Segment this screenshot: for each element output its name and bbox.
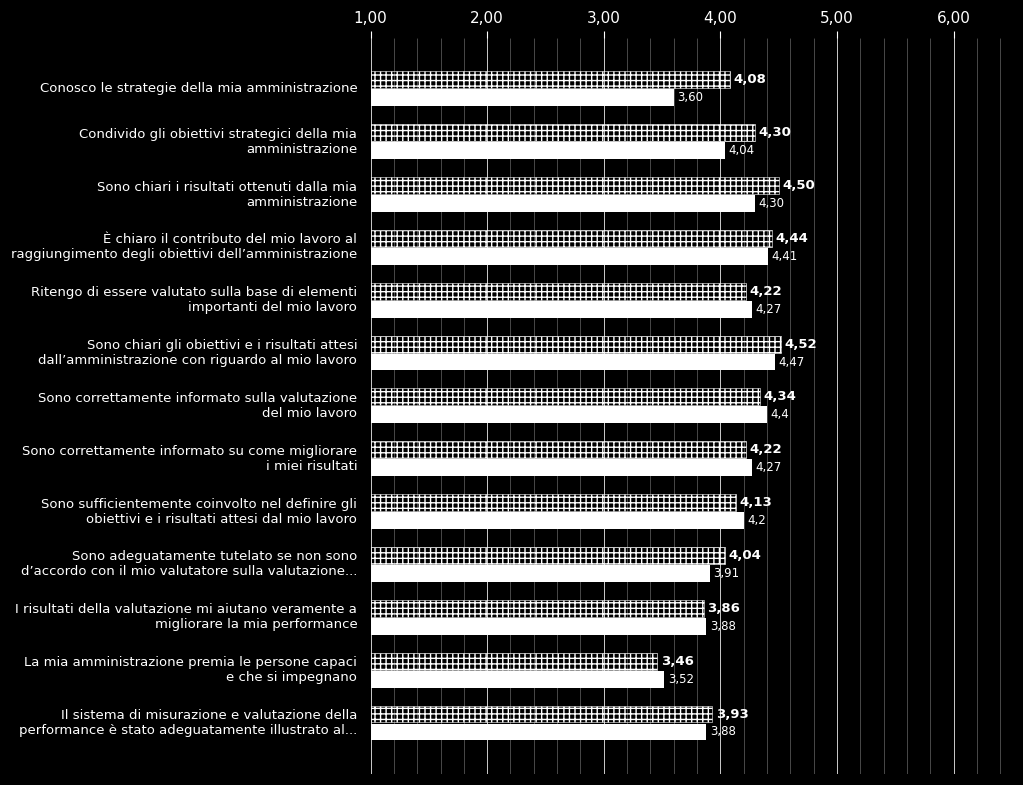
- Bar: [370, 670, 664, 688]
- Text: 3,46: 3,46: [661, 655, 694, 668]
- Text: 4,22: 4,22: [750, 285, 783, 298]
- Text: 4,44: 4,44: [775, 232, 808, 245]
- Text: 4,41: 4,41: [771, 250, 798, 263]
- Text: 3,60: 3,60: [677, 91, 703, 104]
- Text: 3,86: 3,86: [708, 602, 741, 615]
- Bar: [370, 301, 752, 318]
- Bar: [370, 195, 755, 212]
- Bar: [370, 618, 706, 635]
- Text: 4,52: 4,52: [785, 338, 817, 351]
- Text: 4,2: 4,2: [747, 514, 766, 527]
- Text: 4,27: 4,27: [755, 462, 782, 474]
- Bar: [370, 706, 712, 722]
- Text: 3,52: 3,52: [668, 673, 694, 685]
- Bar: [370, 407, 767, 423]
- Text: 4,04: 4,04: [728, 549, 761, 562]
- Text: 4,22: 4,22: [750, 444, 783, 456]
- Bar: [370, 336, 781, 352]
- Bar: [370, 495, 736, 511]
- Text: 4,50: 4,50: [783, 179, 815, 192]
- Bar: [370, 353, 775, 371]
- Text: 4,13: 4,13: [739, 496, 771, 509]
- Text: 3,88: 3,88: [710, 725, 736, 739]
- Bar: [370, 512, 744, 529]
- Bar: [370, 230, 771, 246]
- Bar: [370, 565, 710, 582]
- Bar: [370, 652, 658, 670]
- Bar: [370, 177, 779, 194]
- Bar: [370, 547, 725, 564]
- Text: 3,91: 3,91: [713, 567, 740, 580]
- Text: 4,27: 4,27: [755, 303, 782, 316]
- Text: 3,88: 3,88: [710, 620, 736, 633]
- Bar: [370, 724, 706, 740]
- Bar: [370, 441, 746, 458]
- Bar: [370, 89, 674, 106]
- Text: 4,4: 4,4: [770, 408, 790, 422]
- Text: 4,47: 4,47: [779, 356, 805, 368]
- Text: 4,08: 4,08: [733, 73, 766, 86]
- Bar: [370, 142, 725, 159]
- Bar: [370, 71, 729, 88]
- Text: 4,30: 4,30: [759, 126, 792, 139]
- Bar: [370, 459, 752, 476]
- Bar: [370, 248, 768, 265]
- Text: 4,30: 4,30: [759, 197, 785, 210]
- Bar: [370, 600, 704, 617]
- Bar: [370, 389, 760, 405]
- Text: 4,34: 4,34: [763, 390, 796, 403]
- Bar: [370, 124, 755, 141]
- Text: 4,04: 4,04: [728, 144, 755, 157]
- Text: 3,93: 3,93: [716, 707, 749, 721]
- Bar: [370, 283, 746, 300]
